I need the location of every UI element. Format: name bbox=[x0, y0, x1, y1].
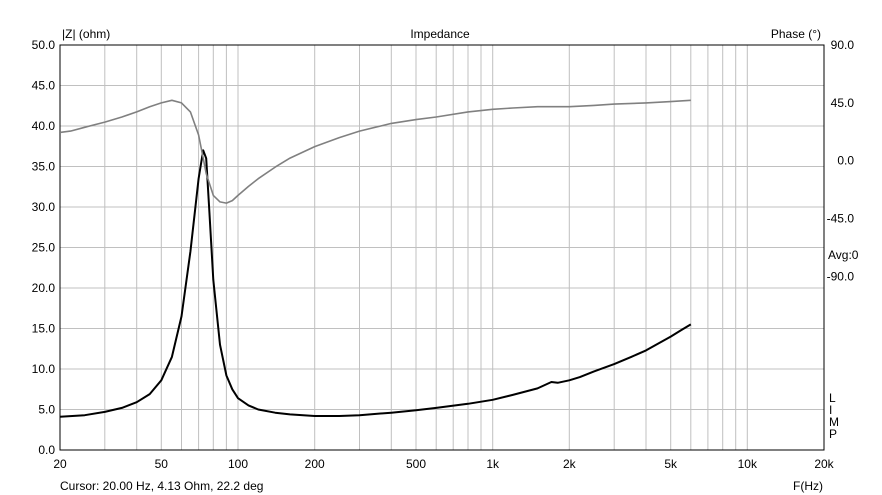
y-right-tick-label: 45.0 bbox=[831, 96, 855, 110]
phase-curve bbox=[59, 99, 691, 204]
side-label-letter: L bbox=[829, 391, 836, 405]
cursor-readout: Cursor: 20.00 Hz, 4.13 Ohm, 22.2 deg bbox=[60, 479, 263, 493]
x-tick-labels: 20 50 100 200 500 1k 2k 5k 10k 20k bbox=[53, 457, 834, 471]
y-right-tick-label: -45.0 bbox=[827, 212, 855, 226]
plot-frame bbox=[59, 44, 825, 451]
x-tick-label: 200 bbox=[305, 457, 325, 471]
x-tick-label: 20 bbox=[53, 457, 67, 471]
x-tick-label: 1k bbox=[486, 457, 500, 471]
x-tick-label: 50 bbox=[155, 457, 169, 471]
side-label-letter: M bbox=[829, 415, 839, 429]
y-right-tick-label: -90.0 bbox=[827, 269, 855, 283]
y-left-tick-label: 50.0 bbox=[32, 38, 56, 52]
y-right-tick-labels: 90.0 45.0 0.0 -45.0 -90.0 bbox=[827, 38, 855, 283]
y-left-tick-label: 35.0 bbox=[32, 160, 56, 174]
y-left-tick-label: 45.0 bbox=[32, 79, 56, 93]
y-left-tick-label: 0.0 bbox=[38, 443, 55, 457]
x-tick-label: 20k bbox=[814, 457, 834, 471]
y-axis-right-label: Phase (°) bbox=[771, 27, 821, 41]
x-tick-label: 10k bbox=[738, 457, 758, 471]
x-tick-label: 2k bbox=[563, 457, 577, 471]
x-axis-label: F(Hz) bbox=[793, 479, 823, 493]
y-left-tick-labels: 0.0 5.0 10.0 15.0 20.0 25.0 30.0 35.0 40.0 45.0 50… bbox=[32, 38, 56, 457]
chart-title: Impedance bbox=[410, 27, 470, 41]
y-right-tick-label: 0.0 bbox=[837, 154, 854, 168]
y-left-tick-label: 40.0 bbox=[32, 119, 56, 133]
y-left-tick-label: 30.0 bbox=[32, 200, 56, 214]
side-label-letter: P bbox=[829, 427, 837, 441]
y-left-tick-label: 25.0 bbox=[32, 241, 56, 255]
side-label-letter: I bbox=[829, 403, 832, 417]
y-left-tick-label: 10.0 bbox=[32, 362, 56, 376]
grid bbox=[60, 45, 824, 450]
y-axis-left-label: |Z| (ohm) bbox=[62, 27, 110, 41]
y-right-tick-label: 90.0 bbox=[831, 38, 855, 52]
impedance-curve bbox=[59, 149, 692, 418]
x-tick-label: 100 bbox=[228, 457, 248, 471]
x-tick-label: 5k bbox=[664, 457, 678, 471]
series-group bbox=[59, 99, 692, 418]
avg-label: Avg:0 bbox=[828, 248, 859, 262]
y-left-tick-label: 15.0 bbox=[32, 322, 56, 336]
y-left-tick-label: 20.0 bbox=[32, 281, 56, 295]
y-left-tick-label: 5.0 bbox=[38, 403, 55, 417]
x-tick-label: 500 bbox=[406, 457, 426, 471]
